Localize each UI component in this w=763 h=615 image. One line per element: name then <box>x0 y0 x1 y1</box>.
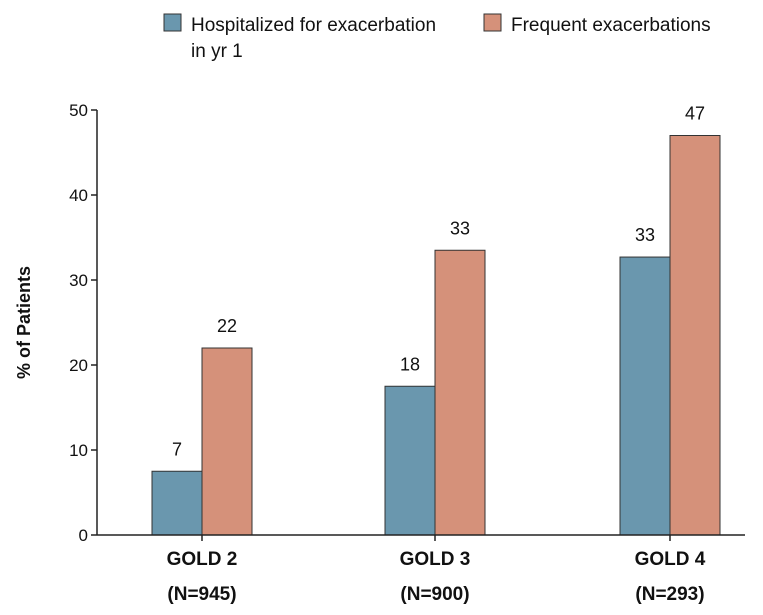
bar-value-label: 22 <box>217 316 237 336</box>
legend-label: Frequent exacerbations <box>511 15 711 36</box>
x-category-label: GOLD 2 <box>167 549 238 570</box>
legend-swatch <box>163 13 182 32</box>
y-tick-label: 20 <box>69 356 88 375</box>
bars: 7 22 18 33 33 47 <box>151 104 721 536</box>
x-category-label: GOLD 3 <box>400 549 471 570</box>
x-category-label: GOLD 4 <box>635 549 706 570</box>
bar-value-label: 18 <box>400 354 420 374</box>
y-tick-label: 50 <box>69 101 88 120</box>
bar-hospitalized-gold-4 <box>619 256 671 536</box>
legend: Hospitalized for exacerbation in yr 1 Freq… <box>163 13 711 62</box>
legend-swatch <box>483 13 502 32</box>
bar-value-label: 47 <box>685 104 705 124</box>
x-category-sublabel: (N=293) <box>635 584 704 605</box>
bar-hospitalized-gold-3 <box>384 385 436 536</box>
bar-value-label: 33 <box>450 218 470 238</box>
y-axis: % of Patients 0 10 20 30 40 50 <box>14 101 98 545</box>
y-tick-label: 40 <box>69 186 88 205</box>
y-tick-label: 30 <box>69 271 88 290</box>
y-axis-label: % of Patients <box>14 266 34 379</box>
bar-frequent-gold-4 <box>669 135 721 536</box>
bar-hospitalized-gold-2 <box>151 470 203 536</box>
x-axis: GOLD 2 (N=945) GOLD 3 (N=900) GOLD 4 (N=293) <box>97 534 745 605</box>
x-category-sublabel: (N=900) <box>400 584 469 605</box>
legend-label: Hospitalized for exacerbation <box>191 15 436 36</box>
bar-value-label: 33 <box>635 225 655 245</box>
legend-label: in yr 1 <box>191 41 243 62</box>
bar-frequent-gold-2 <box>201 347 253 536</box>
x-category-sublabel: (N=945) <box>167 584 236 605</box>
bar-value-label: 7 <box>172 439 182 459</box>
y-tick-label: 10 <box>69 441 88 460</box>
y-tick-label: 0 <box>79 526 88 545</box>
bar-frequent-gold-3 <box>434 249 486 536</box>
